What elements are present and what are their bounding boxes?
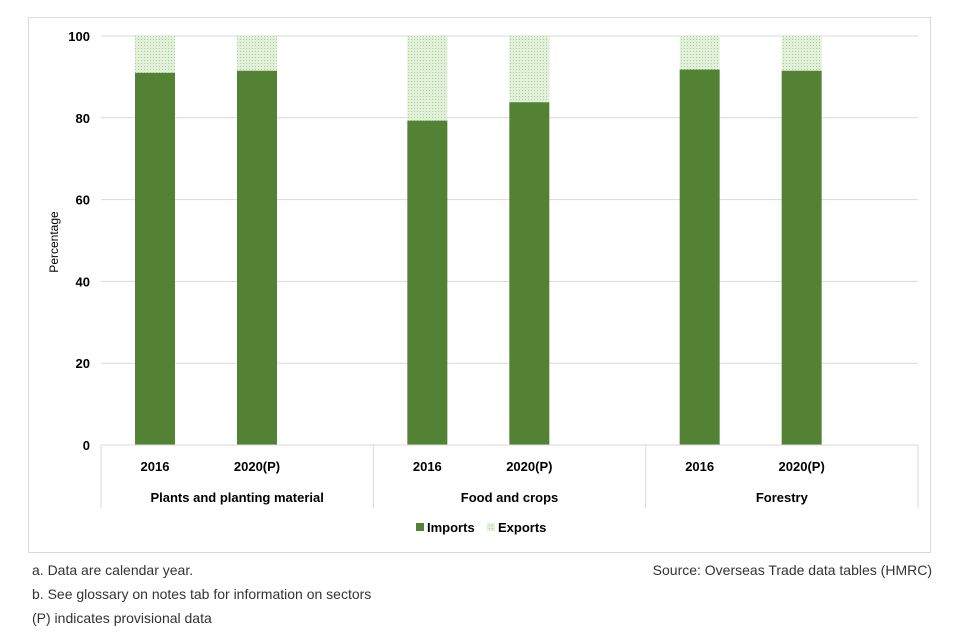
x-category-label: 2016 — [685, 459, 714, 474]
legend-exports-label: Exports — [498, 520, 546, 535]
note-provisional: (P) indicates provisional data — [32, 610, 212, 626]
bar-exports — [509, 36, 550, 103]
y-tick-label: 0 — [83, 438, 90, 453]
legend-imports-label: Imports — [427, 520, 475, 535]
bar-imports — [135, 72, 175, 445]
x-category-label: 2016 — [413, 459, 442, 474]
bar-imports — [407, 120, 448, 446]
x-group-label: Forestry — [756, 490, 809, 505]
legend-exports-swatch — [487, 523, 495, 531]
y-tick-label: 20 — [76, 356, 90, 371]
x-category-label: 2020(P) — [779, 459, 825, 474]
bar-imports — [679, 69, 720, 446]
note-calendar-year: a. Data are calendar year. — [32, 562, 194, 578]
x-category-label: 2016 — [141, 459, 170, 474]
bar-imports — [781, 70, 822, 445]
bar-imports — [237, 70, 277, 445]
y-tick-label: 100 — [68, 29, 90, 44]
bar-exports — [781, 36, 822, 71]
y-axis-title: Percentage — [47, 211, 61, 273]
stacked-bar-chart: Percentage 0 20 40 60 80 100 2016 2020(P) Plant… — [47, 29, 919, 535]
bar-exports — [135, 36, 175, 73]
x-category-label: 2020(P) — [506, 459, 552, 474]
bar-exports — [679, 36, 720, 70]
y-tick-label: 80 — [76, 111, 90, 126]
chart-frame — [28, 17, 931, 553]
bar-imports — [509, 102, 550, 446]
x-group-label: Plants and planting material — [150, 490, 323, 505]
y-tick-label: 60 — [76, 193, 90, 208]
bar-exports — [407, 36, 448, 121]
bar-exports — [237, 36, 277, 71]
y-tick-label: 40 — [76, 274, 90, 289]
x-category-label: 2020(P) — [234, 459, 280, 474]
legend-imports-swatch — [416, 523, 424, 531]
x-group-label: Food and crops — [461, 490, 559, 505]
source-note: Source: Overseas Trade data tables (HMRC… — [652, 562, 932, 578]
note-glossary: b. See glossary on notes tab for informa… — [32, 586, 372, 602]
